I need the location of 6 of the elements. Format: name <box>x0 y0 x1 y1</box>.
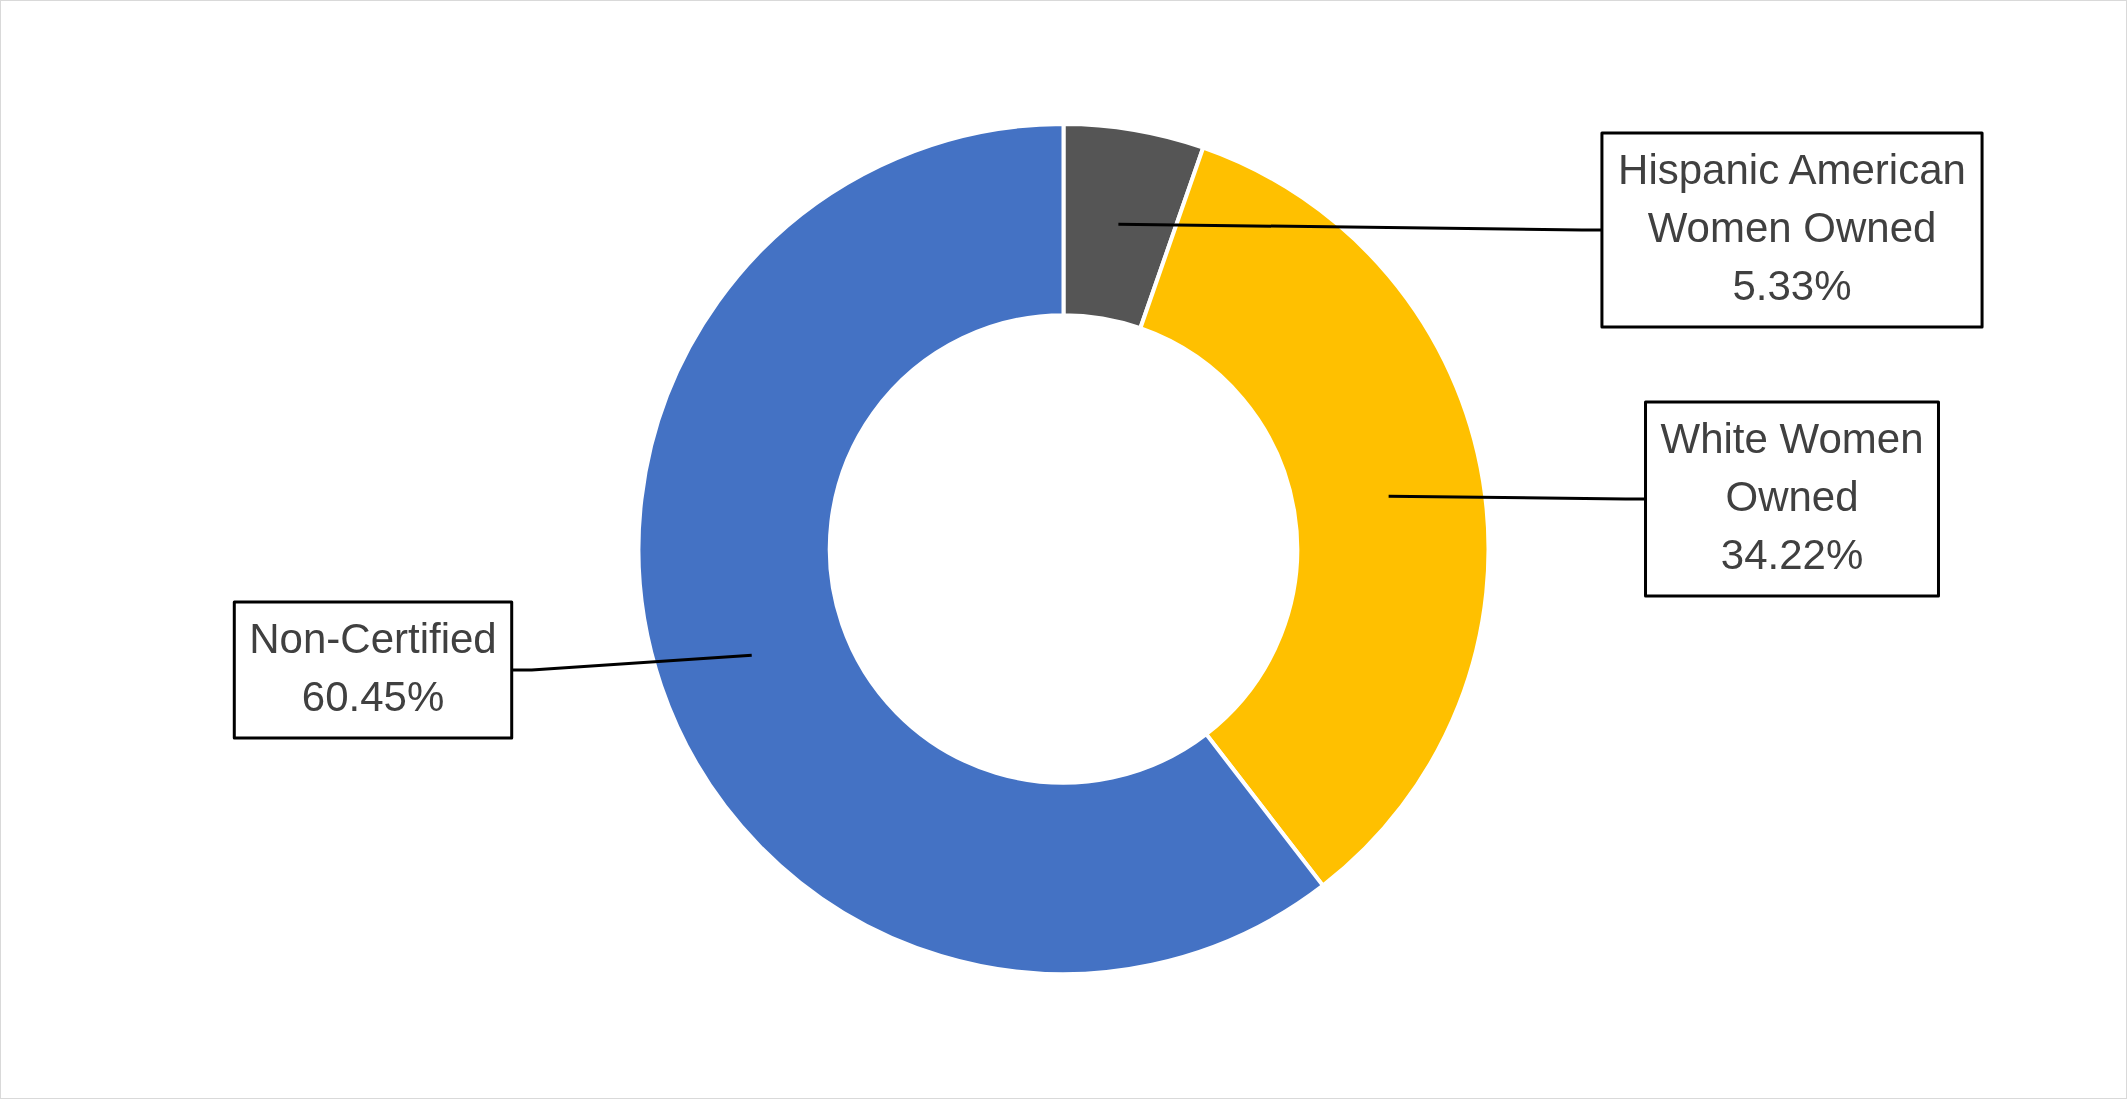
data-label: 34.22% <box>1720 530 1864 578</box>
data-label: 60.45% <box>301 672 445 720</box>
slice-label: Non-Certified <box>249 614 497 662</box>
slice-label: Hispanic American Women Owned <box>1618 145 1966 251</box>
data-label: 5.33% <box>1732 261 1852 309</box>
slice-label: White Women Owned <box>1660 414 1924 520</box>
